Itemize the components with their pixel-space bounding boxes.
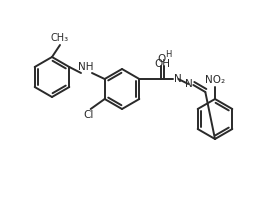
Text: OH: OH [154, 59, 170, 69]
Text: NO₂: NO₂ [205, 75, 225, 85]
Text: H: H [165, 50, 172, 59]
Text: Cl: Cl [83, 110, 94, 120]
Text: N: N [174, 74, 182, 84]
Text: N: N [185, 79, 193, 89]
Text: NH: NH [78, 62, 94, 72]
Text: O: O [157, 54, 166, 64]
Text: CH₃: CH₃ [51, 33, 69, 43]
